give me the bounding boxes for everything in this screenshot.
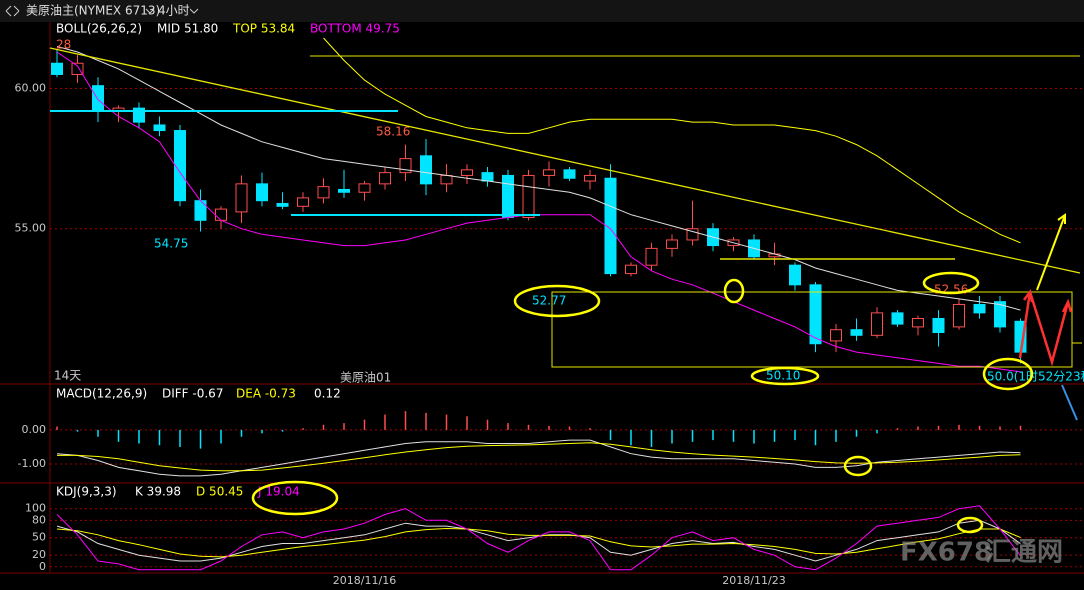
candle-body [297,197,309,207]
candle-body [481,172,494,182]
candle-body [502,174,514,219]
indicator-line [56,45,1021,311]
y-tick-label: 0.00 [22,423,47,436]
candle-body [317,186,330,199]
candle-body [912,317,924,328]
period-selector[interactable]: 4小时 [158,4,190,18]
legend-item: D 50.45 [196,485,243,499]
candle-body [194,200,207,221]
candle-body [440,174,453,185]
candle-body [994,301,1006,328]
y-tick-label: 50 [32,531,46,544]
price-annotation: 54.75 [154,237,188,251]
candle-body [871,312,883,336]
legend-item: J 19.04 [257,485,300,499]
price-annotation: 50.10 [766,369,800,383]
candle-body [133,107,145,123]
legend-item: MACD(12,26,9) [56,387,147,401]
candle-body [973,303,986,314]
price-annotation: 28 [56,38,71,52]
candle-body [256,183,268,202]
panel-frames [0,22,1084,574]
y-tick-label: 55.00 [15,222,47,235]
toggle-icon[interactable] [5,5,20,17]
candle-body [953,303,965,328]
candle-body [420,155,432,185]
candle-body [215,208,227,221]
candle-body [584,174,596,182]
candle-body [789,264,801,286]
y-tick-label: 80 [32,513,46,526]
candle-body [666,239,678,249]
legend-item: BOLL(26,26,2) [56,22,142,36]
legend-item: 0.12 [314,387,341,401]
y-tick-label: -1.00 [18,457,46,470]
dropdown-arrow[interactable] [145,8,155,14]
candle-body [604,177,617,275]
candle-body [645,247,658,266]
watermark: 汇通网 [985,538,1063,568]
candle-body [379,172,391,185]
y-tick-label: 100 [25,502,46,515]
candle-body [235,183,248,213]
legend-item: MID 51.80 [157,22,218,36]
y-tick-label: 60.00 [15,81,47,94]
indicator-line [56,527,1021,558]
legend-item: K 39.98 [135,485,181,499]
candle-body [686,228,699,241]
candle-body [932,317,945,334]
candle-body [461,169,473,176]
candle-body [71,62,84,75]
legend-item: TOP 53.84 [232,22,295,36]
x-tick-label: 2018/11/23 [722,574,785,587]
legend-item: KDJ(9,3,3) [56,485,117,499]
toolbar [0,0,1084,22]
indicator-line [57,442,1021,472]
watermark: FX678 [900,538,992,568]
drawings [49,47,1082,534]
candle-body [358,183,371,193]
legend-item: BOTTOM 49.75 [310,22,400,36]
y-tick-label: 0 [39,560,46,573]
candle-body [891,312,904,325]
candle-body [850,329,863,336]
candle-body [809,284,822,345]
price-annotation: 52.77 [532,294,566,308]
candle-body [522,174,535,219]
indicator-line [56,505,1021,571]
candle-body [399,158,412,174]
candle-body [830,329,842,342]
marks: 55.00 60.00 BOLL(26,26,2) MID 51.80 TOP 53.8… [15,22,1084,587]
candle-body [276,202,289,207]
days-label: 14天 [54,369,81,383]
legend-item: DEA -0.73 [236,387,296,401]
candle-body [338,188,350,193]
indicator-line [56,439,1021,477]
x-tick-label: 2018/11/16 [333,574,396,587]
price-annotation: 50.0(1时52分23秒 [987,370,1084,384]
price-annotation: 52.56 [934,283,968,297]
legend-item: DIFF -0.67 [162,387,223,401]
candle-body [174,130,186,202]
price-annotation: 58.16 [376,125,410,139]
candle-body [92,85,104,112]
candle-body [153,124,166,132]
candle-body [51,62,63,75]
y-tick-label: 20 [32,548,46,561]
candle-body [543,169,555,176]
candle-body [625,264,637,275]
contract-label: 美原油01 [340,371,391,385]
candle-body [563,169,576,179]
dropdown-arrow[interactable] [189,8,199,14]
symbol-selector[interactable]: 美原油主(NYMEX 6713) [26,4,160,18]
indicator-line [323,37,1021,244]
